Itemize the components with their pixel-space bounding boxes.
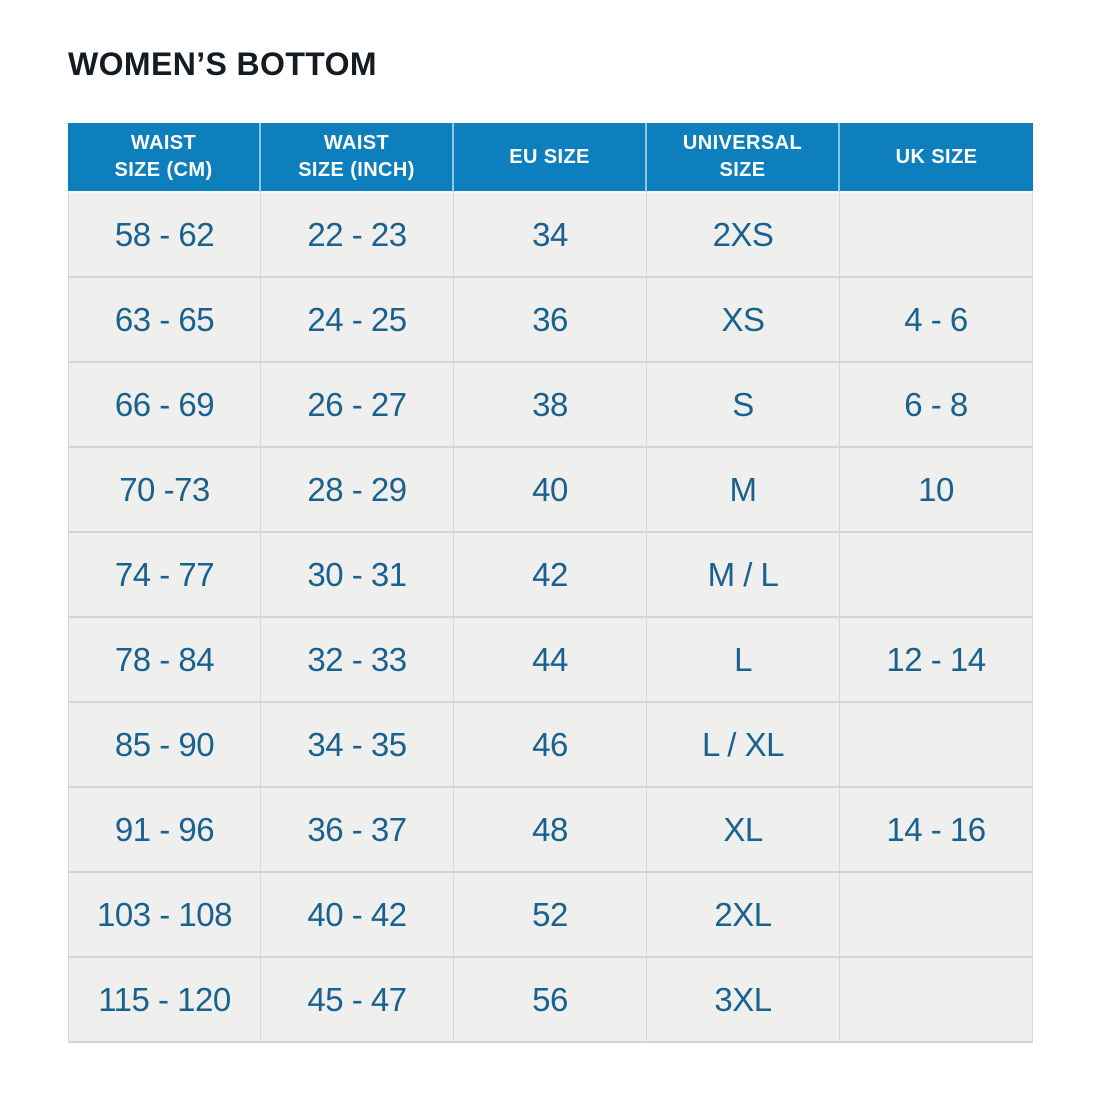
table-row: 115 - 120 45 - 47 56 3XL (68, 958, 1033, 1043)
table-cell: 63 - 65 (68, 278, 261, 363)
table-cell: 45 - 47 (261, 958, 454, 1043)
page-title: WOMEN’S BOTTOM (68, 46, 377, 82)
table-cell: 26 - 27 (261, 363, 454, 448)
table-cell: 46 (454, 703, 647, 788)
table-row: 103 - 108 40 - 42 52 2XL (68, 873, 1033, 958)
table-cell: 44 (454, 618, 647, 703)
table-cell: 56 (454, 958, 647, 1043)
table-cell: 48 (454, 788, 647, 873)
table-cell: 30 - 31 (261, 533, 454, 618)
table-cell: 70 -73 (68, 448, 261, 533)
table-cell: 22 - 23 (261, 193, 454, 278)
table-cell (840, 703, 1033, 788)
table-cell: 36 - 37 (261, 788, 454, 873)
column-header-waist-size-cm: WAIST SIZE (CM) (68, 123, 261, 193)
table-cell: L / XL (647, 703, 840, 788)
table-cell: 40 - 42 (261, 873, 454, 958)
table-cell (840, 958, 1033, 1043)
table-row: 63 - 65 24 - 25 36 XS 4 - 6 (68, 278, 1033, 363)
table-row: 66 - 69 26 - 27 38 S 6 - 8 (68, 363, 1033, 448)
table-cell: 12 - 14 (840, 618, 1033, 703)
table-cell: XS (647, 278, 840, 363)
table-row: 91 - 96 36 - 37 48 XL 14 - 16 (68, 788, 1033, 873)
table-cell: 85 - 90 (68, 703, 261, 788)
table-cell: 40 (454, 448, 647, 533)
table-cell: 4 - 6 (840, 278, 1033, 363)
size-chart-table: WAIST SIZE (CM) WAIST SIZE (INCH) EU SIZE U… (68, 123, 1033, 1043)
table-cell: 42 (454, 533, 647, 618)
table-row: 58 - 62 22 - 23 34 2XS (68, 193, 1033, 278)
table-cell: 78 - 84 (68, 618, 261, 703)
column-header-universal-size: UNIVERSAL SIZE (647, 123, 840, 193)
column-header-uk-size: UK SIZE (840, 123, 1033, 193)
table-cell: 6 - 8 (840, 363, 1033, 448)
table-cell: XL (647, 788, 840, 873)
table-cell (840, 193, 1033, 278)
table-cell: 2XS (647, 193, 840, 278)
table-row: 74 - 77 30 - 31 42 M / L (68, 533, 1033, 618)
table-cell (840, 873, 1033, 958)
table-cell: M / L (647, 533, 840, 618)
table-cell: 91 - 96 (68, 788, 261, 873)
table-cell: 38 (454, 363, 647, 448)
table-body: 58 - 62 22 - 23 34 2XS 63 - 65 24 - 25 36 XS 4 -… (68, 193, 1033, 1043)
table-cell: 24 - 25 (261, 278, 454, 363)
table-cell: 28 - 29 (261, 448, 454, 533)
table-cell: M (647, 448, 840, 533)
table-cell: 66 - 69 (68, 363, 261, 448)
table-cell: S (647, 363, 840, 448)
column-header-eu-size: EU SIZE (454, 123, 647, 193)
table-cell: 36 (454, 278, 647, 363)
table-cell: 34 (454, 193, 647, 278)
table-cell: 3XL (647, 958, 840, 1043)
table-row: 78 - 84 32 - 33 44 L 12 - 14 (68, 618, 1033, 703)
table-cell: 10 (840, 448, 1033, 533)
table-cell: L (647, 618, 840, 703)
table-cell: 34 - 35 (261, 703, 454, 788)
table-cell: 2XL (647, 873, 840, 958)
table-row: 70 -73 28 - 29 40 M 10 (68, 448, 1033, 533)
table-cell: 52 (454, 873, 647, 958)
table-header-row: WAIST SIZE (CM) WAIST SIZE (INCH) EU SIZE U… (68, 123, 1033, 193)
table-cell: 58 - 62 (68, 193, 261, 278)
column-header-waist-size-inch: WAIST SIZE (INCH) (261, 123, 454, 193)
table-cell: 103 - 108 (68, 873, 261, 958)
table-cell: 32 - 33 (261, 618, 454, 703)
table-row: 85 - 90 34 - 35 46 L / XL (68, 703, 1033, 788)
table-cell (840, 533, 1033, 618)
table-cell: 74 - 77 (68, 533, 261, 618)
table-cell: 115 - 120 (68, 958, 261, 1043)
table-cell: 14 - 16 (840, 788, 1033, 873)
table-header: WAIST SIZE (CM) WAIST SIZE (INCH) EU SIZE U… (68, 123, 1033, 193)
